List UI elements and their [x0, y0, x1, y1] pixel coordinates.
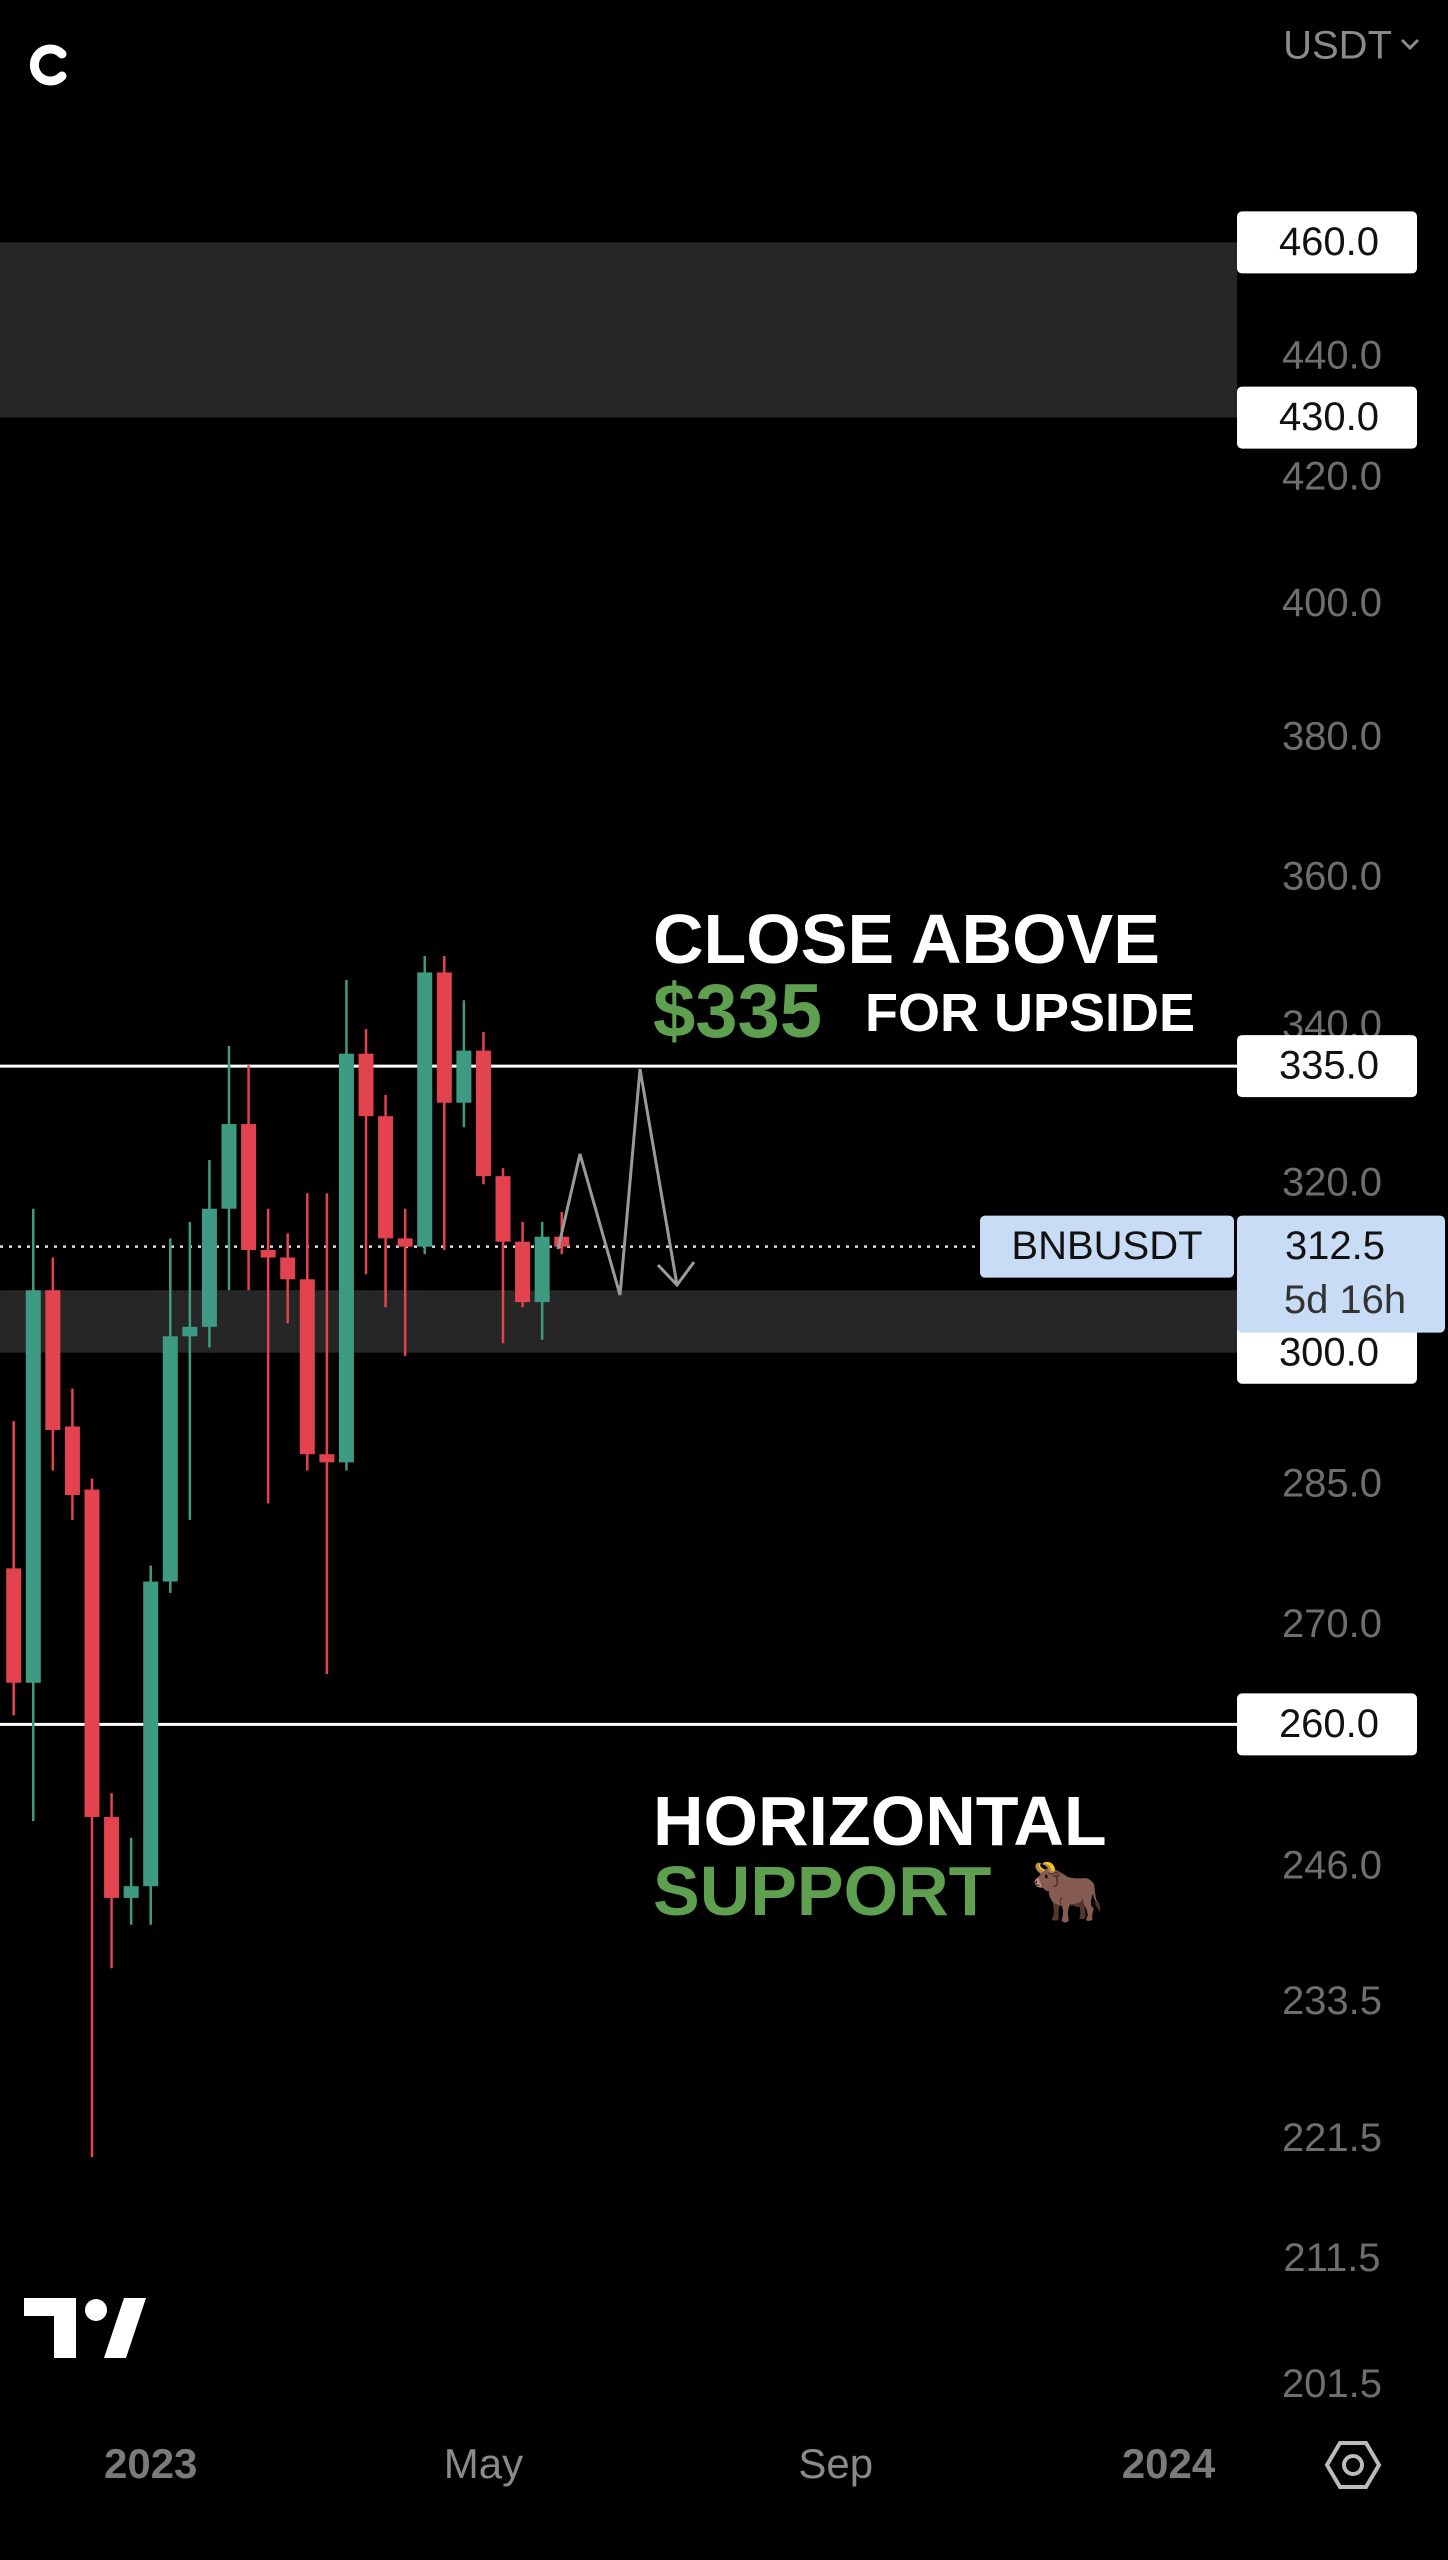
y-tick-label: 285.0	[1282, 1462, 1382, 1506]
annotation: CLOSE ABOVE	[653, 900, 1160, 978]
level-label-box	[1237, 386, 1417, 449]
x-tick-label: May	[444, 2440, 523, 2487]
x-tick-label: 2023	[104, 2440, 197, 2487]
level-label: 430.0	[1279, 395, 1379, 439]
y-tick-label: 320.0	[1282, 1161, 1382, 1205]
countdown-label: 5d 16h	[1284, 1278, 1406, 1322]
candle-body	[534, 1236, 550, 1303]
settings-icon-center[interactable]	[1342, 2454, 1364, 2476]
symbol-label-box	[980, 1215, 1234, 1278]
candle-body	[221, 1124, 237, 1209]
y-tick-label: 440.0	[1282, 333, 1382, 377]
x-tick-label: Sep	[798, 2440, 873, 2487]
candle-body	[260, 1249, 276, 1258]
projection-path	[556, 1068, 679, 1296]
candle-body	[280, 1257, 296, 1280]
y-tick-label: 270.0	[1282, 1602, 1382, 1646]
overlay: 460.0 430.0 335.0 300.0 260.0 BNBUSDT 312.5 5d …	[653, 211, 1445, 1930]
candle-body	[25, 1290, 41, 1683]
annotation: HORIZONTAL	[653, 1782, 1107, 1860]
candle-body	[378, 1116, 394, 1239]
level-label-box	[1237, 1693, 1417, 1756]
level-label-box	[1237, 211, 1417, 274]
annotation: $335	[653, 969, 822, 1054]
candle-body	[45, 1290, 61, 1431]
candle-body	[475, 1050, 491, 1177]
projection-arrowhead	[656, 1261, 696, 1288]
candle-body	[495, 1176, 511, 1242]
candle-body	[143, 1581, 159, 1887]
candle-body	[182, 1326, 198, 1337]
y-tick-label: 380.0	[1282, 714, 1382, 758]
candle-body	[84, 1489, 100, 1817]
y-tick-label: 221.5	[1282, 2116, 1382, 2160]
settings-button[interactable]	[1324, 2441, 1382, 2489]
level-label: 260.0	[1279, 1702, 1379, 1746]
level-label: 460.0	[1279, 220, 1379, 264]
candle-body	[515, 1241, 531, 1303]
level-label-box	[1237, 1035, 1417, 1098]
candle-body	[554, 1236, 570, 1247]
annotation: FOR UPSIDE	[865, 983, 1195, 1043]
annotation: SUPPORT	[653, 1852, 991, 1930]
candle-body	[299, 1279, 315, 1455]
candle-body	[123, 1886, 139, 1898]
candle-body	[456, 1050, 472, 1103]
y-tick-label: 420.0	[1282, 454, 1382, 498]
candle-body	[397, 1238, 413, 1247]
candle-body	[319, 1454, 335, 1463]
candle-body	[6, 1568, 22, 1683]
y-tick-label: 360.0	[1282, 855, 1382, 899]
level-label-box	[1237, 1321, 1417, 1384]
y-tick-label: 211.5	[1283, 2236, 1380, 2280]
y-tick-label: 400.0	[1282, 581, 1382, 625]
annotation: 🐂	[1030, 1858, 1105, 1925]
currency-chevron[interactable]	[1400, 38, 1420, 51]
candle-body	[358, 1053, 374, 1117]
app-logo[interactable]	[29, 44, 67, 86]
zone	[0, 1290, 1237, 1353]
symbol-label: BNBUSDT	[1011, 1224, 1202, 1268]
candle-body	[241, 1124, 257, 1250]
x-tick-label: 2024	[1122, 2440, 1216, 2487]
candle-body	[201, 1208, 217, 1327]
candles	[6, 956, 570, 2158]
y-tick-label: 246.0	[1282, 1844, 1382, 1888]
y-tick-label: 201.5	[1282, 2362, 1382, 2406]
candle-body	[104, 1816, 120, 1898]
zone	[0, 242, 1237, 418]
candle-body	[436, 972, 452, 1103]
last-price-box	[1237, 1215, 1445, 1333]
last-price-label: 312.5	[1285, 1224, 1385, 1268]
currency-selector[interactable]: USDT	[1283, 24, 1392, 68]
levels	[0, 1064, 1237, 1726]
candle-body	[64, 1426, 80, 1496]
candle-body	[162, 1336, 178, 1582]
level-label: 300.0	[1279, 1330, 1379, 1374]
candle-body	[417, 972, 433, 1247]
level-label: 335.0	[1279, 1044, 1379, 1088]
axes: 440.0420.0400.0380.0360.0340.0320.0285.0…	[104, 333, 1382, 2487]
y-tick-label: 233.5	[1282, 1979, 1382, 2023]
candle-body	[338, 1053, 354, 1463]
tradingview-logo[interactable]	[24, 2298, 146, 2358]
